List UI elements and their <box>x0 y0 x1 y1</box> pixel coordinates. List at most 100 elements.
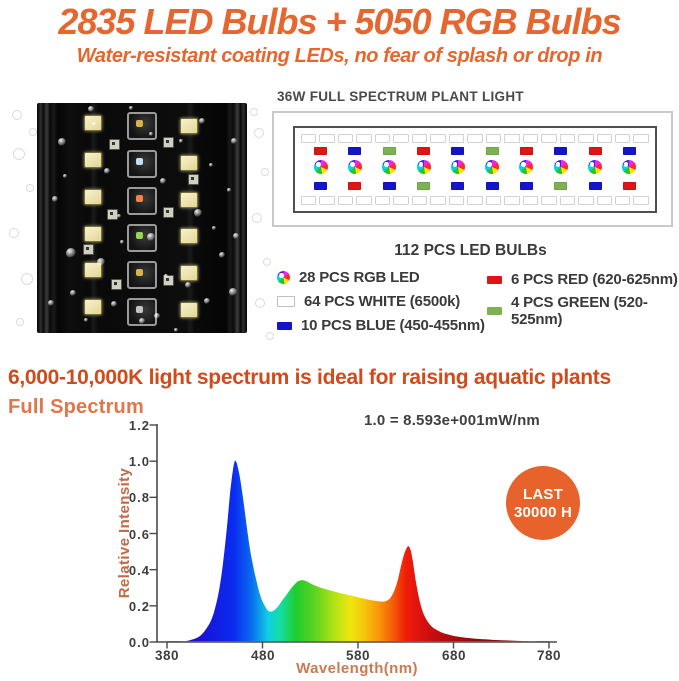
bulb-count-header: 112 PCS LED BULBs <box>394 242 547 259</box>
water-droplet <box>255 298 265 308</box>
water-droplet <box>9 228 19 238</box>
water-droplet <box>66 248 76 258</box>
white-led-cell <box>504 196 520 205</box>
strip-led-green <box>554 182 568 190</box>
white-led-cell <box>504 134 520 143</box>
y-tick-label: 1.2 <box>128 418 150 433</box>
led-5050-rgb <box>127 150 157 178</box>
legend-item-green: 4 PCS GREEN (520-525nm) <box>487 294 679 328</box>
water-droplet <box>21 273 33 285</box>
strip-led-blue <box>588 182 602 190</box>
legend-item-red: 6 PCS RED (620-625nm) <box>487 271 678 288</box>
badge-line1: LAST <box>523 485 563 503</box>
strip-led-blue <box>554 147 568 155</box>
water-droplet <box>147 233 155 241</box>
water-droplet <box>229 288 237 296</box>
water-droplet <box>13 148 25 160</box>
strip-led-green <box>416 182 430 190</box>
led-5050-rgb <box>127 261 157 289</box>
led-2835 <box>180 192 198 208</box>
white-led-cell <box>356 134 372 143</box>
white-led-cell <box>578 134 594 143</box>
legend-label: 28 PCS RGB LED <box>299 269 420 286</box>
y-tick-label: 0.4 <box>128 563 150 578</box>
white-led-icon <box>277 296 295 307</box>
white-led-cell <box>614 134 631 143</box>
y-tick-label: 1.0 <box>128 454 150 469</box>
white-led-cell <box>393 134 409 143</box>
small-led-chip <box>163 275 174 286</box>
white-led-cell <box>467 134 483 143</box>
white-led-cell <box>356 196 372 205</box>
strip-led-red <box>314 147 327 155</box>
white-led-cell <box>430 134 446 143</box>
water-droplet <box>52 196 58 202</box>
led-glint <box>136 306 143 313</box>
strip-led-red <box>416 147 430 155</box>
water-droplet <box>233 233 239 239</box>
white-led-cell <box>319 134 335 143</box>
water-droplet <box>84 318 88 322</box>
white-led-cell <box>411 134 428 143</box>
strip-led-red <box>622 182 636 190</box>
white-led-row <box>301 134 649 143</box>
water-droplet <box>179 139 183 143</box>
rgb-led-icon <box>348 160 363 174</box>
water-droplet <box>63 174 67 178</box>
white-led-cell <box>559 196 576 205</box>
white-led-cell <box>374 134 391 143</box>
small-led-chip <box>83 244 94 255</box>
water-droplet <box>70 290 76 296</box>
led-glint <box>136 269 143 276</box>
white-led-cell <box>393 196 409 205</box>
x-tick-label: 480 <box>250 648 276 663</box>
white-led-cell <box>467 196 483 205</box>
white-led-cell <box>337 134 354 143</box>
y-tick-label: 0.6 <box>128 527 150 542</box>
page-subtitle: Water-resistant coating LEDs, no fear of… <box>76 45 603 67</box>
water-droplet <box>174 328 178 332</box>
led-2835 <box>84 189 102 205</box>
chart-annotation: 1.0 = 8.593e+001mW/nm <box>364 412 540 429</box>
strip-led-blue <box>519 182 533 190</box>
y-tick-label: 0.0 <box>128 635 150 650</box>
rgb-led-icon <box>277 271 290 284</box>
water-droplet <box>194 209 202 217</box>
water-droplet <box>266 332 274 340</box>
water-droplet <box>58 138 66 146</box>
white-led-cell <box>596 134 612 143</box>
x-tick-label: 680 <box>441 648 467 663</box>
red-led-icon <box>487 275 502 284</box>
strip-led-blue <box>348 147 362 155</box>
strip-led-blue <box>622 147 636 155</box>
water-droplet <box>199 118 205 124</box>
white-led-cell <box>301 134 317 143</box>
rgb-led-icon <box>485 160 500 174</box>
y-tick-label: 0.8 <box>128 490 150 505</box>
white-led-cell <box>301 196 317 205</box>
blue-led-icon <box>277 321 292 330</box>
rgb-led-icon <box>416 160 431 174</box>
water-droplet <box>88 106 94 112</box>
water-droplet <box>209 163 213 167</box>
water-droplet <box>254 128 264 138</box>
water-droplet <box>12 110 22 120</box>
small-led-chip <box>109 139 120 150</box>
white-led-cell <box>448 134 465 143</box>
white-led-cell <box>374 196 391 205</box>
rgb-led-icon <box>519 160 534 174</box>
water-droplet <box>212 226 216 230</box>
white-led-cell <box>522 196 539 205</box>
water-droplet <box>250 108 258 116</box>
rgb-led-icon <box>553 160 568 174</box>
water-droplet <box>219 252 225 258</box>
water-droplet <box>117 214 121 218</box>
water-droplet <box>129 106 133 110</box>
water-droplet <box>149 132 153 136</box>
legend-label: 4 PCS GREEN (520-525nm) <box>511 294 648 328</box>
led-2835 <box>180 302 198 318</box>
water-droplet <box>227 188 231 192</box>
white-led-cell <box>411 196 428 205</box>
